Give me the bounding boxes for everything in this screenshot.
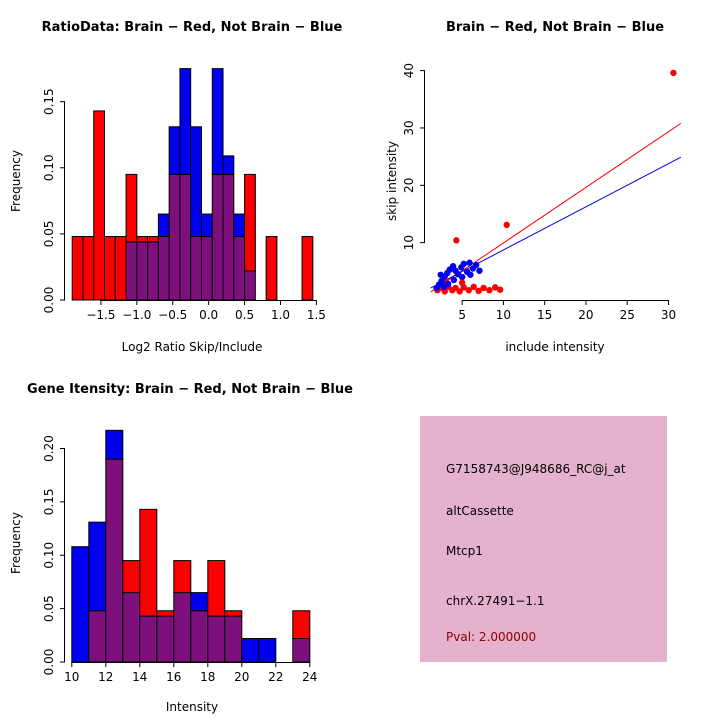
svg-text:24: 24 [302,670,317,684]
svg-text:14: 14 [132,670,147,684]
scatter-plot-title: Brain − Red, Not Brain − Blue [445,20,665,35]
svg-text:10: 10 [64,670,79,684]
svg-text:20: 20 [234,670,249,684]
svg-text:0.20: 0.20 [42,435,56,462]
svg-text:−1.0: −1.0 [122,308,151,322]
svg-text:−1.5: −1.5 [86,308,115,322]
svg-text:25: 25 [620,308,635,322]
svg-text:0.10: 0.10 [42,542,56,569]
svg-text:16: 16 [166,670,181,684]
intensity-histogram-ylabel: Frequency [9,512,23,574]
ratio-histogram-ylabel: Frequency [9,150,23,212]
svg-text:0.0: 0.0 [199,308,218,322]
svg-text:22: 22 [268,670,283,684]
svg-text:0.5: 0.5 [235,308,254,322]
svg-text:30: 30 [661,308,676,322]
svg-text:30: 30 [402,120,416,135]
svg-text:1.0: 1.0 [271,308,290,322]
info-event-type: altCassette [446,504,514,518]
svg-text:0.10: 0.10 [42,154,56,181]
svg-text:12: 12 [98,670,113,684]
svg-text:0.15: 0.15 [42,88,56,115]
info-pval: Pval: 2.000000 [446,630,537,644]
svg-text:0.00: 0.00 [42,649,56,676]
ratio-histogram-title: RatioData: Brain − Red, Not Brain − Blue [41,20,343,35]
intensity-histogram-xlabel: Intensity [165,700,219,714]
info-gene-name: Mtcp1 [446,544,483,558]
svg-text:20: 20 [402,178,416,193]
svg-text:0.15: 0.15 [42,489,56,516]
svg-text:10: 10 [496,308,511,322]
info-location: chrX.27491−1.1 [446,594,545,608]
svg-text:10: 10 [402,235,416,250]
svg-text:0.05: 0.05 [42,595,56,622]
svg-text:5: 5 [458,308,466,322]
svg-text:20: 20 [578,308,593,322]
info-probe-id: G7158743@J948686_RC@j_at [446,462,626,476]
scatter-plot-xlabel: include intensity [505,340,605,354]
svg-text:15: 15 [537,308,552,322]
svg-text:0.00: 0.00 [42,287,56,314]
intensity-histogram-title: Gene Itensity: Brain − Red, Not Brain − … [27,382,353,397]
scatter-plot-ylabel: skip intensity [385,141,399,221]
svg-text:40: 40 [402,63,416,78]
svg-text:18: 18 [200,670,215,684]
svg-text:−0.5: −0.5 [158,308,187,322]
info-panel: G7158743@J948686_RC@j_at altCassette Mtc… [420,416,667,662]
svg-text:0.05: 0.05 [42,221,56,248]
svg-text:1.5: 1.5 [307,308,326,322]
ratio-histogram-xlabel: Log2 Ratio Skip/Include [121,340,263,354]
